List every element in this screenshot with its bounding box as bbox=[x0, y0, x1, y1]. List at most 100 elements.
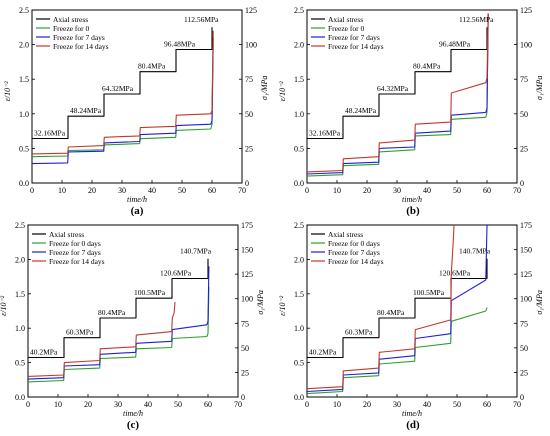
y-left-axis-label: ε/10⁻² bbox=[278, 81, 287, 102]
x-tick-label: 20 bbox=[84, 400, 92, 409]
x-tick-label: 60 bbox=[204, 400, 212, 409]
y-right-tick-label: 25 bbox=[520, 368, 528, 377]
x-tick-label: 40 bbox=[148, 186, 156, 195]
y-right-tick-label: 0 bbox=[520, 179, 524, 188]
legend-entry-label: Freeze for 7 days bbox=[328, 33, 380, 42]
y-left-tick-label: 1.0 bbox=[294, 324, 304, 333]
x-tick-label: 60 bbox=[483, 400, 491, 409]
stress-step-label: 80.4MPa bbox=[98, 308, 126, 317]
stress-step-label: 80.4MPa bbox=[413, 62, 441, 71]
x-tick-label: 0 bbox=[26, 400, 30, 409]
stress-step-label: 112.56MPa bbox=[459, 15, 494, 24]
stress-step-label: 60.3MPa bbox=[345, 328, 373, 337]
stress-step-label: 96.48MPa bbox=[439, 39, 471, 48]
panel-label: (a) bbox=[131, 205, 144, 217]
legend-entry-label: Freeze for 14 days bbox=[328, 42, 384, 51]
stress-step-label: 48.24MPa bbox=[70, 106, 102, 115]
x-tick-label: 50 bbox=[453, 400, 461, 409]
y-right-tick-label: 100 bbox=[520, 295, 532, 304]
x-tick-label: 60 bbox=[483, 186, 491, 195]
y-right-tick-label: 0 bbox=[245, 179, 249, 188]
x-tick-label: 70 bbox=[513, 186, 521, 195]
y-left-tick-label: 0.5 bbox=[294, 144, 304, 153]
plot-frame bbox=[306, 224, 518, 398]
y-left-tick-label: 2.0 bbox=[19, 41, 29, 50]
y-left-tick-label: 1.5 bbox=[294, 75, 304, 84]
y-right-tick-label: 50 bbox=[520, 344, 528, 353]
y-right-tick-label: 100 bbox=[520, 41, 532, 50]
y-left-tick-label: 0.5 bbox=[15, 359, 25, 368]
stress-step-label: 80.4MPa bbox=[138, 62, 166, 71]
y-right-tick-label: 100 bbox=[245, 41, 257, 50]
y-left-tick-label: 2.0 bbox=[294, 41, 304, 50]
x-tick-label: 0 bbox=[305, 400, 309, 409]
y-right-tick-label: 75 bbox=[245, 75, 253, 84]
series-line-freeze-for-14-days bbox=[31, 30, 214, 155]
legend-entry-label: Freeze for 7 days bbox=[53, 33, 105, 42]
x-tick-label: 50 bbox=[453, 186, 461, 195]
y-left-tick-label: 1.5 bbox=[294, 290, 304, 299]
y-left-tick-label: 0.0 bbox=[294, 179, 304, 188]
y-right-tick-label: 150 bbox=[520, 246, 532, 255]
y-left-axis-label: ε/10⁻² bbox=[3, 81, 12, 102]
series-line-freeze-for-7-days bbox=[31, 37, 214, 165]
stress-step-label: 40.2MPa bbox=[30, 347, 58, 356]
x-tick-label: 10 bbox=[58, 186, 66, 195]
y-left-tick-label: 1.5 bbox=[19, 75, 29, 84]
series-line-freeze-for-14-days bbox=[306, 224, 455, 390]
y-left-tick-label: 1.0 bbox=[19, 110, 29, 119]
series-line-axial-stress bbox=[28, 258, 209, 359]
stress-step-label: 140.7MPa bbox=[459, 247, 491, 256]
y-right-axis-label: σ₁/MPa bbox=[260, 76, 269, 101]
x-tick-label: 60 bbox=[208, 186, 216, 195]
y-right-axis-label: σ₁/MPa bbox=[535, 290, 544, 315]
y-right-tick-label: 50 bbox=[520, 110, 528, 119]
y-right-tick-label: 75 bbox=[520, 319, 528, 328]
panel-label: (c) bbox=[127, 419, 140, 431]
y-right-axis-label: σ₁/MPa bbox=[535, 76, 544, 101]
stress-step-label: 32.16MPa bbox=[309, 128, 341, 137]
y-left-tick-label: 2.5 bbox=[294, 221, 304, 230]
series-line-freeze-for-14-days bbox=[27, 302, 176, 377]
y-right-tick-label: 175 bbox=[241, 221, 253, 230]
panel-label: (d) bbox=[406, 419, 420, 431]
x-tick-label: 70 bbox=[238, 186, 246, 195]
x-tick-label: 30 bbox=[393, 400, 401, 409]
legend-entry-label: Freeze for 0 days bbox=[49, 239, 101, 248]
y-right-tick-label: 100 bbox=[241, 295, 253, 304]
x-tick-label: 0 bbox=[30, 186, 34, 195]
plot-frame bbox=[27, 224, 239, 398]
y-left-axis-label: ε/10⁻² bbox=[278, 295, 287, 316]
x-tick-label: 30 bbox=[114, 400, 122, 409]
stress-step-label: 32.16MPa bbox=[34, 128, 66, 137]
legend-entry-label: Freeze for 0 days bbox=[328, 239, 380, 248]
y-left-tick-label: 1.5 bbox=[15, 290, 25, 299]
x-tick-label: 20 bbox=[363, 400, 371, 409]
stress-step-label: 60.3MPa bbox=[66, 328, 94, 337]
x-tick-label: 70 bbox=[234, 400, 242, 409]
y-left-tick-label: 0.5 bbox=[294, 359, 304, 368]
series-line-axial-stress bbox=[32, 27, 213, 140]
x-tick-label: 0 bbox=[305, 186, 309, 195]
y-right-tick-label: 50 bbox=[241, 344, 249, 353]
legend-entry-label: Freeze for 14 days bbox=[53, 42, 109, 51]
y-left-tick-label: 2.5 bbox=[15, 221, 25, 230]
x-tick-label: 10 bbox=[54, 400, 62, 409]
y-right-axis-label: σ₁/MPa bbox=[256, 290, 265, 315]
stress-step-label: 120.6MPa bbox=[160, 268, 192, 277]
legend-entry-label: Freeze for 0 bbox=[53, 24, 89, 33]
series-line-freeze-for-7-days bbox=[27, 266, 210, 380]
plot-frame bbox=[31, 9, 243, 184]
legend-entry-label: Axial stress bbox=[328, 230, 363, 239]
y-right-tick-label: 125 bbox=[520, 270, 532, 279]
y-left-tick-label: 0.0 bbox=[15, 393, 25, 402]
stress-step-label: 120.6MPa bbox=[439, 268, 471, 277]
x-tick-label: 40 bbox=[423, 400, 431, 409]
legend-entry-label: Freeze for 0 bbox=[328, 24, 364, 33]
plot-frame bbox=[306, 9, 518, 184]
series-line-axial-stress bbox=[307, 258, 488, 359]
legend-entry-label: Axial stress bbox=[328, 15, 363, 24]
x-axis-label: time/h bbox=[127, 195, 147, 204]
y-left-tick-label: 1.0 bbox=[294, 110, 304, 119]
y-left-tick-label: 0.5 bbox=[19, 144, 29, 153]
